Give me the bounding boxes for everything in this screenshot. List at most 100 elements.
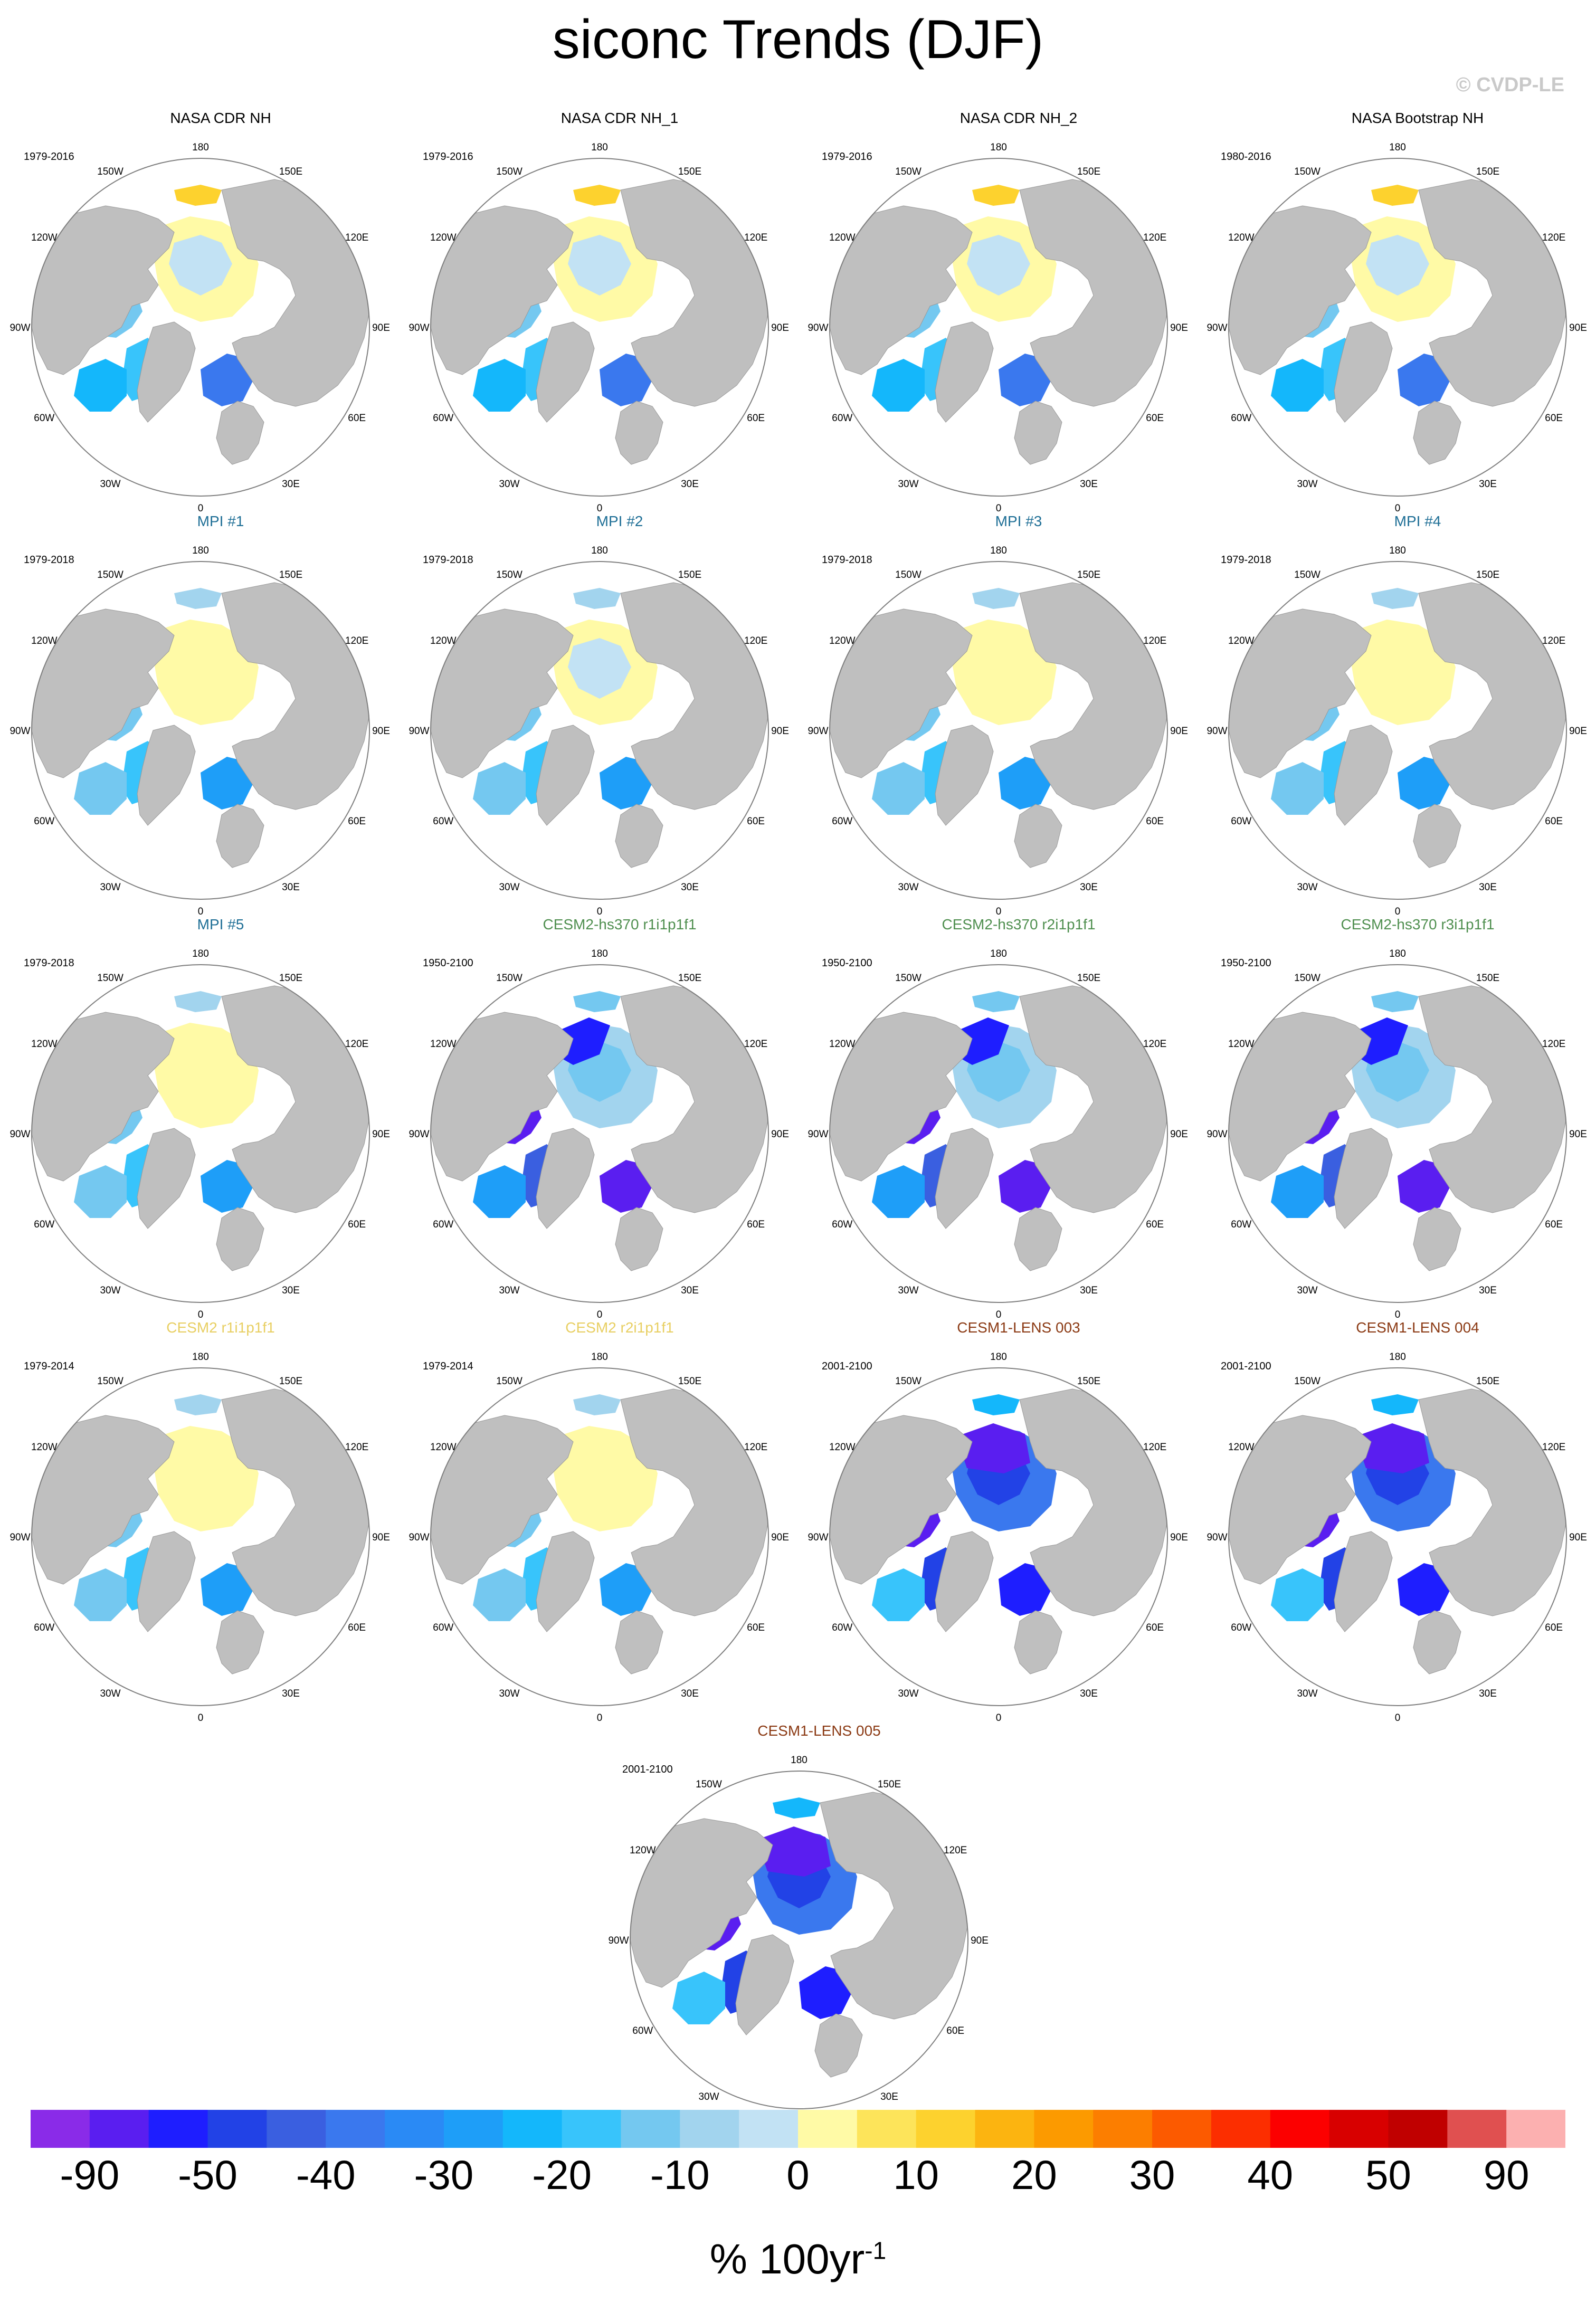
map-panel: MPI #3 1979-2018 180 150E 120E 90E 60E 30E 0 30W 6…: [808, 513, 1218, 919]
land: [431, 179, 768, 465]
trend-region: [799, 1966, 852, 2019]
land-greenland: [536, 1128, 595, 1229]
longitude-label: 30W: [1297, 1688, 1317, 1699]
longitude-label: 60E: [1545, 413, 1563, 424]
longitude-label: 180: [591, 948, 608, 959]
trend-region: [872, 1165, 925, 1218]
trend-region: [74, 1568, 127, 1621]
longitude-label: 90W: [408, 1129, 429, 1140]
panel-title: CESM1-LENS 005: [757, 1723, 881, 1739]
longitude-label: 150E: [279, 1376, 302, 1387]
colorbar-tick-label: 90: [1483, 2152, 1530, 2198]
land-scandi: [1413, 1207, 1461, 1271]
colorbar-swatch: [31, 2110, 90, 2148]
longitude-label: 30E: [282, 1285, 300, 1296]
panel-period: 1979-2018: [24, 554, 74, 566]
trend-region: [1271, 762, 1324, 815]
trend-region: [174, 185, 222, 206]
panel-title: NASA CDR NH: [170, 110, 271, 126]
land: [630, 1792, 968, 2078]
trend-region: [573, 588, 621, 609]
land: [32, 985, 369, 1271]
longitude-label: 30W: [100, 1285, 120, 1296]
panel-title: MPI #3: [995, 513, 1042, 529]
trend-region: [568, 638, 631, 699]
longitude-label: 60W: [832, 1622, 852, 1633]
trend-region: [1371, 185, 1419, 206]
longitude-label: 30E: [282, 1688, 300, 1699]
polar-map: 180 150E 120E 90E 60E 30E 0 30W 60W 90W 120W 150W: [408, 948, 788, 1320]
longitude-label: 150W: [496, 166, 522, 177]
polar-map: 180 150E 120E 90E 60E 30E 0 30W 60W 90W 120W 150W: [1206, 545, 1587, 917]
panel-period: 1979-2016: [423, 151, 473, 163]
longitude-label: 150W: [97, 1376, 124, 1387]
longitude-label: 150W: [696, 1779, 722, 1790]
map-panel: MPI #4 1979-2018 180 150E 120E 90E 60E 30E 0 30W 6…: [1206, 513, 1596, 919]
longitude-label: 60E: [1146, 413, 1164, 424]
trend-region: [600, 757, 652, 810]
polar-map: 180 150E 120E 90E 60E 30E 0 30W 60W 90W 120W 150W: [408, 545, 788, 917]
longitude-label: 180: [1389, 545, 1406, 556]
panel-period: 2001-2100: [622, 1764, 673, 1775]
longitude-label: 0: [198, 906, 204, 917]
longitude-label: 90E: [771, 1532, 789, 1543]
trend-region: [74, 1165, 127, 1218]
longitude-label: 150E: [678, 1376, 701, 1387]
longitude-label: 120E: [1143, 635, 1166, 646]
colorbar-tick-label: -90: [60, 2152, 120, 2198]
land-canada: [1229, 1415, 1372, 1585]
longitude-label: 90E: [372, 322, 390, 334]
trend-region: [473, 1568, 526, 1621]
trend-region: [1398, 757, 1450, 810]
longitude-label: 30E: [681, 479, 699, 490]
longitude-label: 60E: [1545, 1219, 1563, 1230]
map-panel: NASA Bootstrap NH 1980-2016 180 150E 120E 90E…: [1206, 110, 1596, 516]
panel-title: MPI #4: [1394, 513, 1441, 529]
longitude-label: 120E: [744, 1442, 767, 1453]
colorbar-swatch: [1034, 2110, 1094, 2148]
trend-region: [74, 762, 127, 815]
land-scandi: [1413, 401, 1461, 465]
land-canada: [431, 205, 574, 375]
longitude-label: 150W: [97, 973, 124, 984]
land-canada: [1229, 1012, 1372, 1182]
panel-period: 1979-2018: [1221, 554, 1271, 566]
longitude-label: 60W: [832, 1219, 852, 1230]
longitude-label: 180: [990, 142, 1007, 153]
colorbar-tick-label: -20: [532, 2152, 592, 2198]
longitude-label: 90E: [372, 1532, 390, 1543]
longitude-label: 60E: [1545, 1622, 1563, 1633]
longitude-label: 0: [597, 503, 603, 514]
longitude-label: 30W: [898, 479, 918, 490]
panel-period: 1979-2018: [822, 554, 872, 566]
longitude-label: 30W: [100, 882, 120, 893]
longitude-label: 60E: [1146, 1622, 1164, 1633]
land: [830, 179, 1167, 465]
land: [32, 179, 369, 465]
panel-title: NASA CDR NH_1: [560, 110, 679, 126]
longitude-label: 150W: [97, 569, 124, 580]
longitude-label: 150E: [279, 973, 302, 984]
longitude-label: 60E: [1146, 816, 1164, 827]
land-canada: [1229, 205, 1372, 375]
longitude-label: 90W: [10, 322, 30, 334]
longitude-label: 90E: [372, 726, 390, 737]
longitude-label: 90W: [10, 1532, 30, 1543]
polar-map: 180 150E 120E 90E 60E 30E 0 30W 60W 90W 120W 150W: [10, 1352, 390, 1724]
longitude-label: 30E: [681, 1688, 699, 1699]
land-greenland: [137, 321, 196, 423]
longitude-label: 180: [1389, 142, 1406, 153]
longitude-label: 90E: [1569, 726, 1587, 737]
land-canada: [32, 1415, 175, 1585]
polar-map: 180 150E 120E 90E 60E 30E 0 30W 60W 90W 120W 150W: [808, 1352, 1188, 1724]
map-panel: CESM2-hs370 r3i1p1f1 1950-2100 180 150E 120E…: [1206, 916, 1596, 1322]
land: [830, 985, 1167, 1271]
trend-region: [600, 1160, 652, 1213]
longitude-label: 120E: [1542, 1039, 1565, 1050]
figure-title: siconc Trends (DJF): [552, 9, 1044, 70]
colorbar-swatch: [1093, 2110, 1153, 2148]
longitude-label: 90W: [1206, 1532, 1227, 1543]
longitude-label: 90W: [808, 1532, 828, 1543]
trend-region: [573, 1394, 621, 1415]
longitude-label: 30E: [282, 882, 300, 893]
